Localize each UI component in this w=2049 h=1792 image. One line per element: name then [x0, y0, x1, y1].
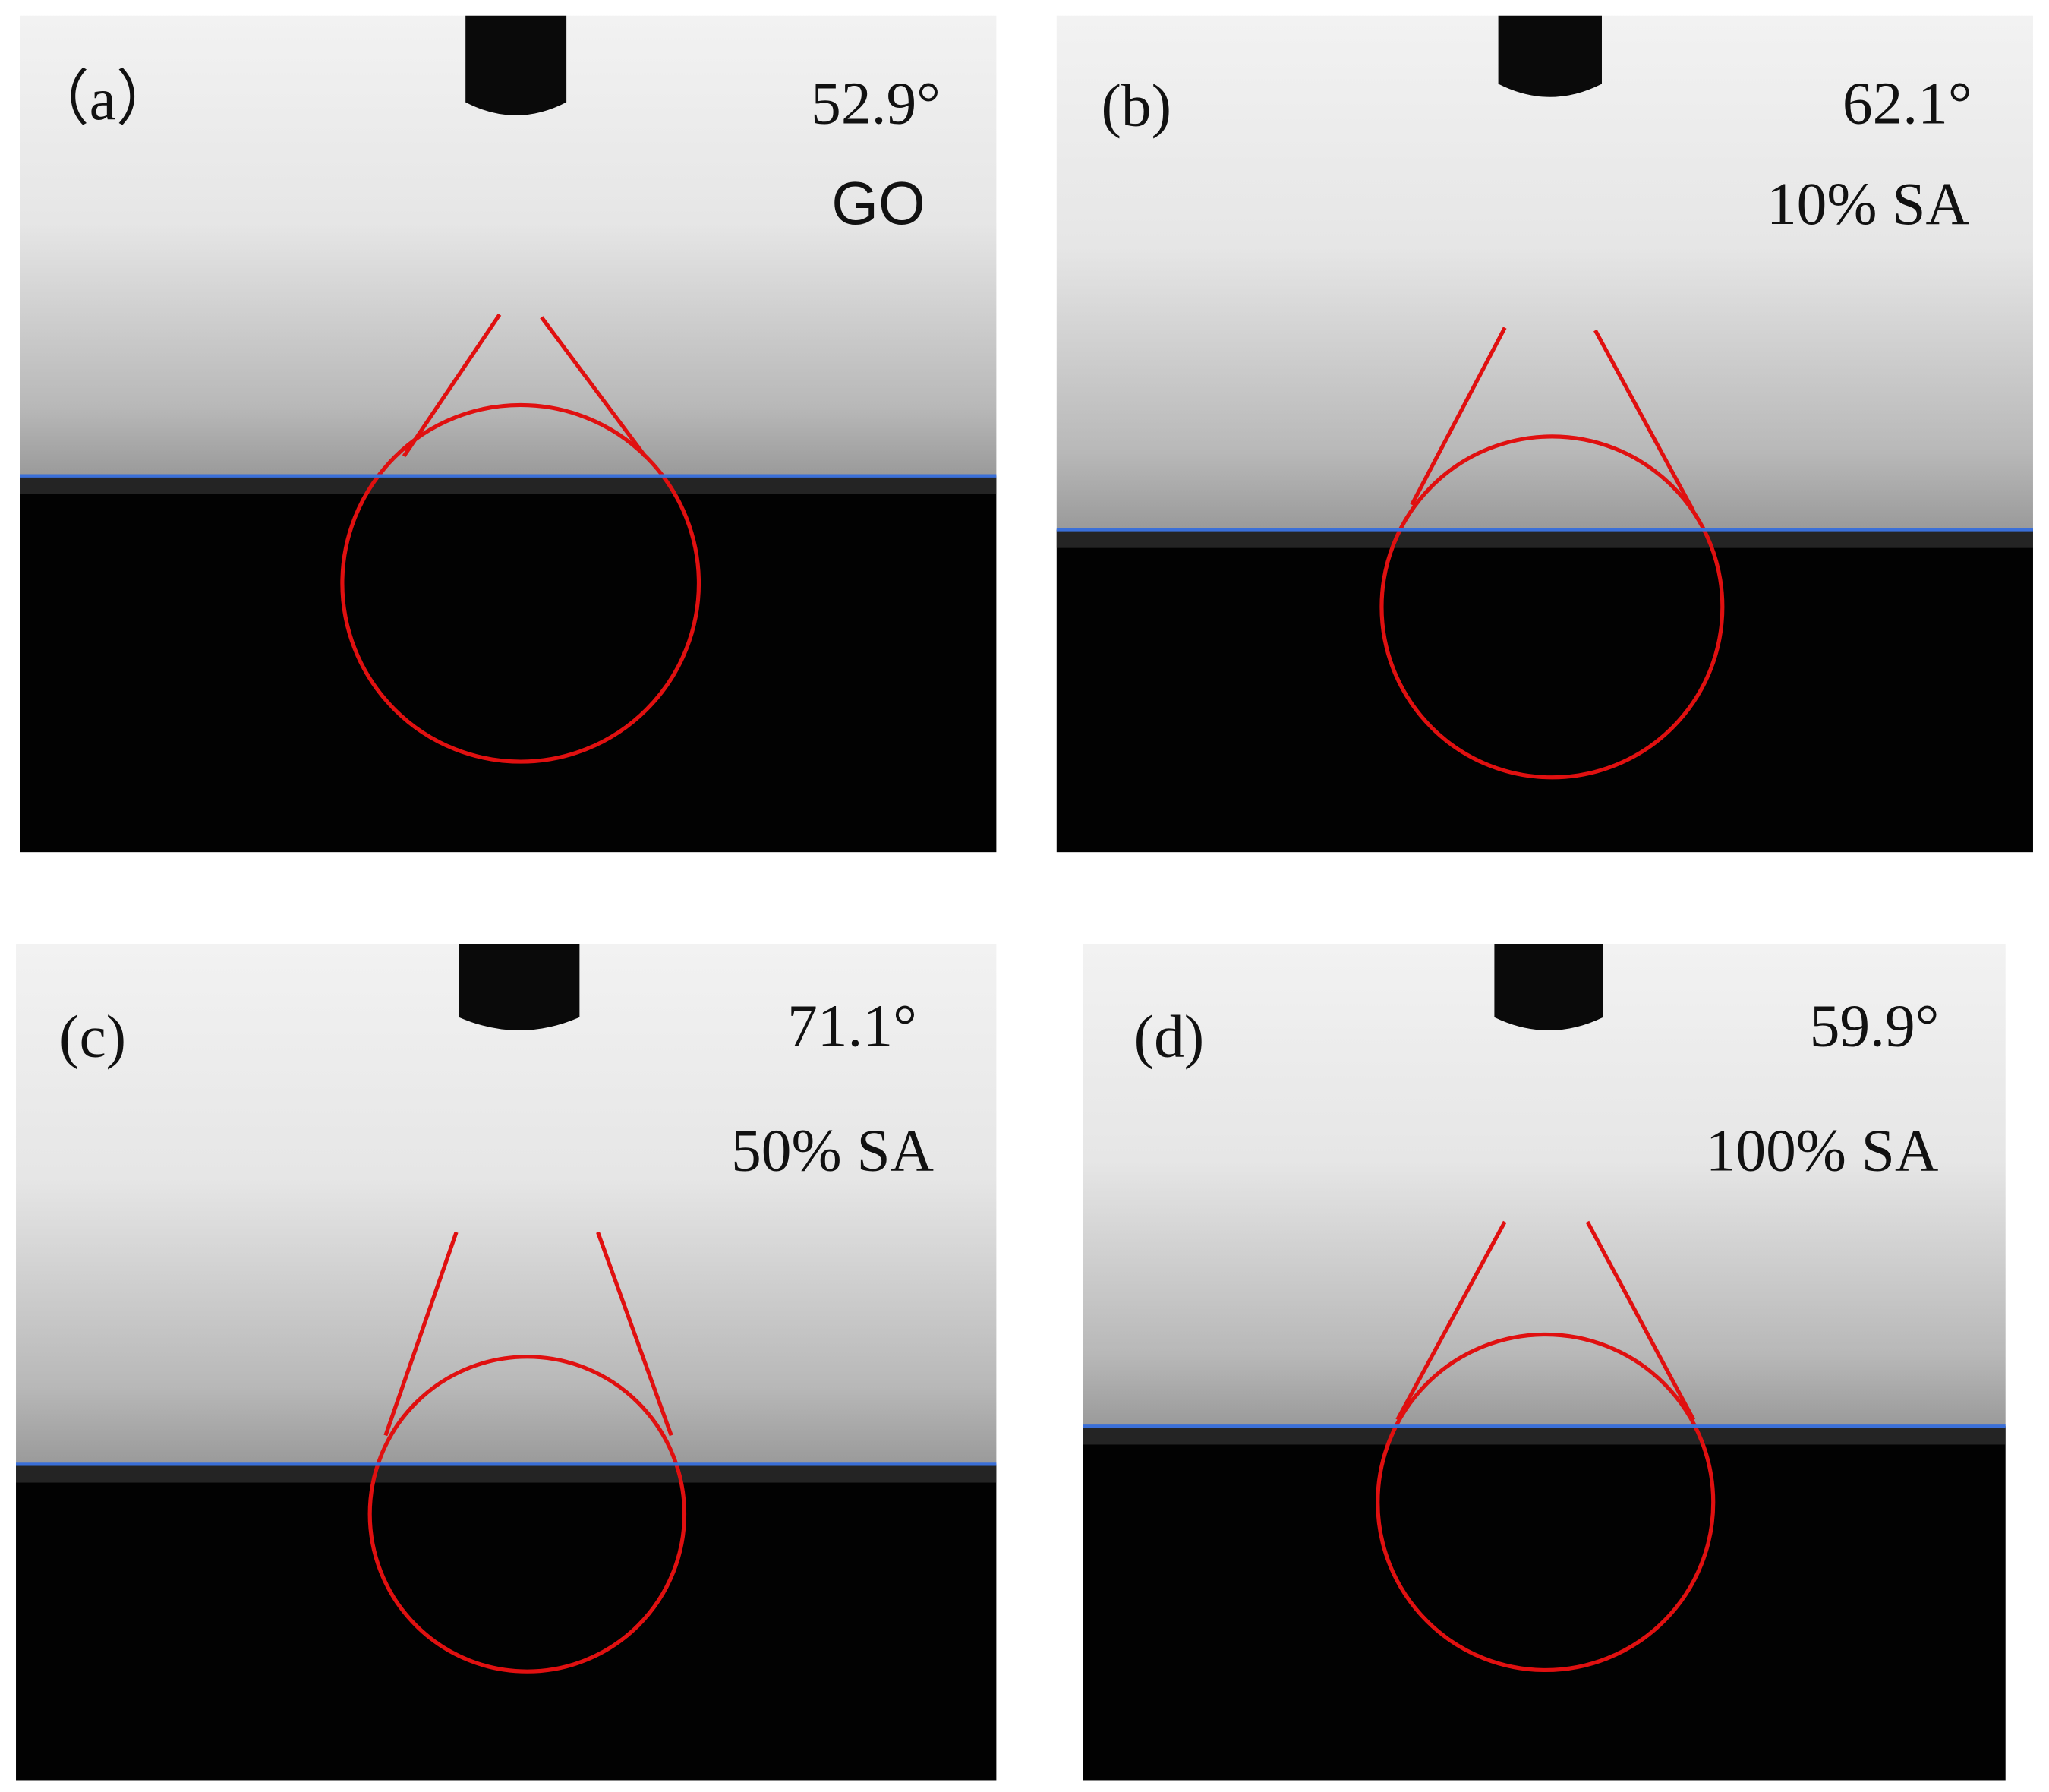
substrate-edge — [16, 1464, 997, 1483]
tangent-line — [1395, 1220, 1507, 1421]
tangent-line — [383, 1231, 459, 1437]
droplet-fit — [340, 402, 701, 764]
substrate-edge — [20, 475, 997, 494]
tangent-line — [596, 1231, 673, 1437]
panel: (d) 59.9° 100% SA — [1083, 944, 2006, 1781]
panel: (c) 71.1° 50% SA — [16, 944, 997, 1781]
needle — [1498, 15, 1602, 97]
substrate-edge — [1056, 529, 2033, 548]
sample-name: 50% SA — [731, 1118, 934, 1185]
droplet-fit — [1376, 1332, 1716, 1673]
photo-background — [16, 944, 997, 1465]
photo-background — [1056, 15, 2033, 530]
substrate — [20, 475, 997, 853]
tangent-line — [1410, 327, 1507, 506]
substrate — [1083, 1426, 2006, 1781]
panel: (b) 62.1° 10% SA — [1056, 15, 2033, 853]
sample-name: 10% SA — [1767, 171, 1969, 238]
sample-name: GO — [831, 169, 925, 237]
panel-label: (d) — [1134, 1003, 1205, 1070]
substrate-edge — [1083, 1426, 2006, 1445]
needle — [459, 944, 580, 1030]
tangent-line — [540, 316, 647, 458]
contact-angle: 52.9° — [811, 70, 941, 137]
needle — [1494, 944, 1603, 1030]
panel: （a） 52.9° GO — [20, 15, 997, 853]
sample-name: 100% SA — [1706, 1118, 1939, 1185]
panel-label: (b) — [1101, 73, 1171, 140]
contact-angle: 71.1° — [787, 993, 917, 1060]
substrate — [1056, 529, 2033, 853]
needle — [465, 15, 567, 115]
droplet-fit — [367, 1355, 687, 1674]
contact-angle: 62.1° — [1843, 70, 1972, 137]
panel-label: （a） — [29, 66, 176, 133]
tangent-line — [1585, 1220, 1696, 1421]
tangent-line — [402, 313, 502, 458]
panel-label: (c) — [59, 1003, 126, 1070]
substrate — [16, 1464, 997, 1781]
contact-angle: 59.9° — [1810, 993, 1940, 1060]
tangent-line — [1593, 329, 1696, 513]
droplet-fit — [1379, 434, 1725, 780]
